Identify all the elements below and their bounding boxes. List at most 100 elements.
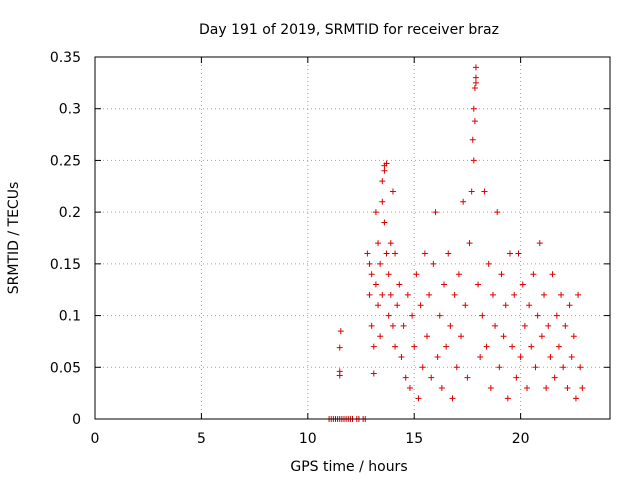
data-point — [551, 374, 558, 381]
data-point — [496, 364, 503, 371]
data-point — [392, 250, 399, 257]
data-point — [498, 271, 505, 278]
data-point — [470, 105, 477, 112]
y-tick-label: 0.15 — [50, 257, 81, 273]
data-point — [517, 353, 524, 360]
data-point — [417, 302, 424, 309]
x-tick-label: 15 — [405, 431, 423, 447]
data-point — [381, 167, 388, 174]
data-point — [485, 260, 492, 267]
data-point — [364, 250, 371, 257]
data-point — [402, 374, 409, 381]
data-point — [385, 271, 392, 278]
data-point — [511, 291, 518, 298]
data-point — [536, 240, 543, 247]
data-point — [468, 188, 475, 195]
x-axis-label: GPS time / hours — [290, 459, 407, 475]
data-point — [379, 198, 386, 205]
data-point — [524, 384, 531, 391]
data-point — [538, 333, 545, 340]
y-tick-label: 0.1 — [59, 309, 81, 325]
data-point — [336, 344, 343, 351]
data-point — [370, 343, 377, 350]
data-point — [568, 353, 575, 360]
data-point — [409, 312, 416, 319]
data-point — [471, 118, 478, 125]
data-point — [447, 322, 454, 329]
data-point — [502, 302, 509, 309]
data-point — [423, 333, 430, 340]
data-point — [564, 384, 571, 391]
data-point — [558, 291, 565, 298]
data-point — [375, 240, 382, 247]
data-point — [411, 343, 418, 350]
data-point — [370, 370, 377, 377]
data-point — [368, 271, 375, 278]
data-point — [413, 271, 420, 278]
data-point — [379, 291, 386, 298]
data-point — [372, 281, 379, 288]
grid — [95, 57, 610, 419]
x-tick-label: 20 — [512, 431, 530, 447]
data-point — [555, 343, 562, 350]
data-point — [513, 374, 520, 381]
data-point — [483, 343, 490, 350]
data-points — [326, 64, 586, 422]
x-tick-label: 5 — [197, 431, 206, 447]
data-point — [566, 302, 573, 309]
data-point — [406, 384, 413, 391]
data-point — [545, 322, 552, 329]
data-point — [489, 291, 496, 298]
y-tick-label: 0.3 — [59, 102, 81, 118]
data-point — [434, 353, 441, 360]
data-point — [553, 312, 560, 319]
data-point — [570, 333, 577, 340]
data-point — [466, 240, 473, 247]
y-axis-label: SRMTID / TECUs — [6, 182, 22, 295]
data-point — [383, 160, 390, 167]
data-point — [428, 374, 435, 381]
data-point — [453, 364, 460, 371]
data-point — [472, 79, 479, 86]
data-point — [381, 219, 388, 226]
data-point — [575, 291, 582, 298]
data-point — [445, 250, 452, 257]
data-point — [366, 260, 373, 267]
data-point — [477, 353, 484, 360]
data-point — [549, 271, 556, 278]
data-point — [504, 395, 511, 402]
data-point — [455, 271, 462, 278]
data-point — [392, 343, 399, 350]
data-point — [534, 312, 541, 319]
y-tick-label: 0.05 — [50, 360, 81, 376]
y-tick-label: 0.2 — [59, 205, 81, 221]
data-point — [481, 188, 488, 195]
plot-frame — [94, 56, 611, 420]
data-point — [379, 178, 386, 185]
data-point — [462, 302, 469, 309]
data-point — [451, 291, 458, 298]
data-point — [368, 322, 375, 329]
data-point — [389, 188, 396, 195]
x-tick-label: 10 — [299, 431, 317, 447]
data-point — [400, 322, 407, 329]
data-point — [494, 209, 501, 216]
data-point — [515, 250, 522, 257]
data-point — [506, 250, 513, 257]
data-point — [436, 312, 443, 319]
data-point — [438, 384, 445, 391]
axis-ticks: 0 5 10 15 20 0 0.05 0.1 0.15 0.2 0.25 0.3 0.35 — [50, 50, 610, 447]
data-point — [479, 312, 486, 319]
data-point — [441, 281, 448, 288]
data-point — [547, 353, 554, 360]
data-point — [526, 302, 533, 309]
data-point — [375, 302, 382, 309]
data-point — [385, 312, 392, 319]
data-point — [530, 271, 537, 278]
data-point — [532, 364, 539, 371]
x-tick-label: 0 — [91, 431, 100, 447]
data-point — [426, 291, 433, 298]
data-point — [500, 333, 507, 340]
data-point — [337, 328, 344, 335]
data-point — [398, 353, 405, 360]
